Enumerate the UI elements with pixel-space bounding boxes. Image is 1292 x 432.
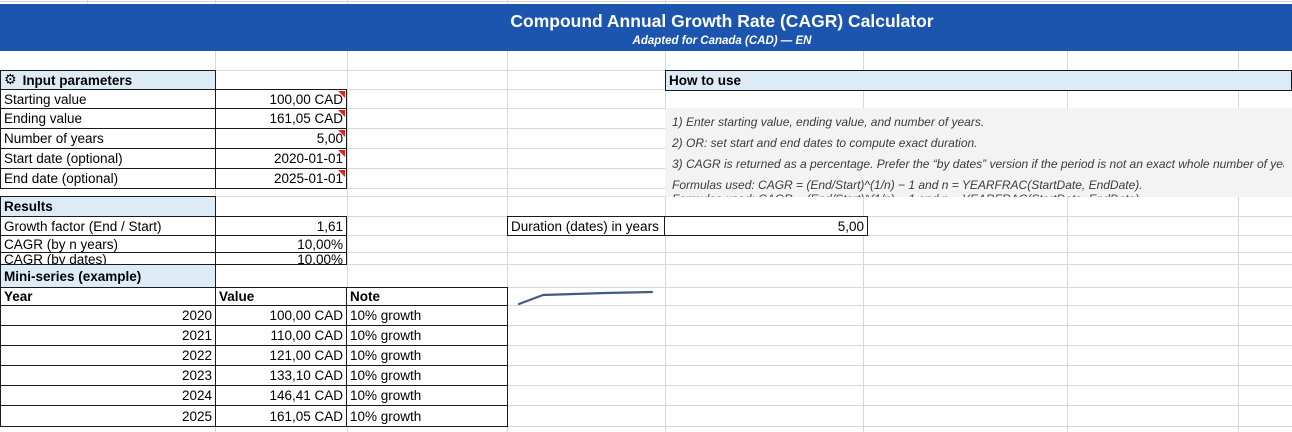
table-cell-value[interactable]: 100,00 CAD: [215, 305, 347, 326]
label-cell-start-date[interactable]: Start date (optional): [0, 148, 216, 169]
value-cell-cagr-n-years[interactable]: 10,00%: [215, 235, 347, 253]
input-parameters-header-label: Input parameters: [22, 72, 133, 88]
label-cell-number-of-years[interactable]: Number of years: [0, 128, 216, 149]
comment-indicator-icon: [338, 130, 345, 137]
starting-value-text: 100,00 CAD: [269, 91, 343, 107]
column-header-year[interactable]: Year: [0, 287, 216, 306]
page-subtitle: Adapted for Canada (CAD) — EN: [632, 35, 812, 47]
table-cell-value[interactable]: 110,00 CAD: [215, 325, 347, 346]
howto-line-clipped: Formulas used: CAGR = (End/Start)^(1/n) …: [672, 191, 1284, 197]
label-cell-growth-factor[interactable]: Growth factor (End / Start): [0, 216, 216, 236]
value-cell-ending-value[interactable]: 161,05 CAD: [215, 108, 347, 129]
value-cell-growth-factor[interactable]: 1,61: [215, 216, 347, 236]
label-cell-cagr-n-years[interactable]: CAGR (by n years): [0, 235, 216, 253]
howto-line-3: 3) CAGR is returned as a percentage. Pre…: [672, 157, 1284, 171]
table-cell-value[interactable]: 133,10 CAD: [215, 365, 347, 386]
table-cell-note[interactable]: 10% growth: [346, 345, 508, 366]
ink-annotation: [517, 290, 654, 306]
how-to-use-header[interactable]: How to use: [665, 70, 1292, 91]
ending-value-text: 161,05 CAD: [269, 111, 343, 126]
table-cell-year[interactable]: 2021: [0, 325, 216, 346]
table-cell-value[interactable]: 121,00 CAD: [215, 345, 347, 366]
table-cell-year[interactable]: 2025: [0, 405, 216, 427]
label-cell-ending-value[interactable]: Ending value: [0, 108, 216, 129]
title-banner: Compound Annual Growth Rate (CAGR) Calcu…: [0, 4, 1292, 51]
label-cell-starting-value[interactable]: Starting value: [0, 89, 216, 109]
value-cell-start-date[interactable]: 2020-01-01: [215, 148, 347, 169]
label-cell-end-date[interactable]: End date (optional): [0, 168, 216, 189]
column-header-value[interactable]: Value: [215, 287, 347, 306]
comment-indicator-icon: [338, 110, 345, 117]
value-cell-starting-value[interactable]: 100,00 CAD: [215, 89, 347, 109]
how-to-use-notes[interactable]: 1) Enter starting value, ending value, a…: [665, 108, 1292, 197]
input-parameters-header[interactable]: ⚙ Input parameters: [0, 70, 216, 90]
table-cell-year[interactable]: 2023: [0, 365, 216, 386]
column-header-note[interactable]: Note: [346, 287, 508, 306]
label-cell-duration-dates[interactable]: Duration (dates) in years: [507, 216, 665, 236]
table-cell-note[interactable]: 10% growth: [346, 325, 508, 346]
value-cell-number-of-years[interactable]: 5,00: [215, 128, 347, 149]
howto-line-4: Formulas used: CAGR = (End/Start)^(1/n) …: [672, 178, 1143, 192]
table-cell-note[interactable]: 10% growth: [346, 405, 508, 427]
start-date-text: 2020-01-01: [273, 151, 343, 166]
howto-line-1: 1) Enter starting value, ending value, a…: [672, 115, 985, 129]
table-cell-year[interactable]: 2024: [0, 385, 216, 406]
table-cell-year[interactable]: 2020: [0, 305, 216, 326]
howto-line-2: 2) OR: set start and end dates to comput…: [672, 136, 978, 150]
gear-icon: ⚙: [4, 72, 17, 88]
value-cell-cagr-dates[interactable]: 10,00%: [215, 252, 347, 265]
mini-series-header[interactable]: Mini-series (example): [0, 264, 216, 288]
comment-indicator-icon: [338, 150, 345, 157]
table-cell-note[interactable]: 10% growth: [346, 305, 508, 326]
table-cell-value[interactable]: 161,05 CAD: [215, 405, 347, 427]
value-cell-end-date[interactable]: 2025-01-01: [215, 168, 347, 189]
page-title: Compound Annual Growth Rate (CAGR) Calcu…: [510, 11, 934, 31]
table-cell-note[interactable]: 10% growth: [346, 385, 508, 406]
table-cell-year[interactable]: 2022: [0, 345, 216, 366]
end-date-text: 2025-01-01: [273, 171, 343, 186]
results-header[interactable]: Results: [0, 196, 216, 217]
comment-indicator-icon: [338, 170, 345, 177]
number-of-years-text: 5,00: [316, 131, 343, 146]
value-cell-duration-dates[interactable]: 5,00: [664, 216, 868, 236]
table-cell-value[interactable]: 146,41 CAD: [215, 385, 347, 406]
table-cell-note[interactable]: 10% growth: [346, 365, 508, 386]
comment-indicator-icon: [338, 91, 345, 98]
